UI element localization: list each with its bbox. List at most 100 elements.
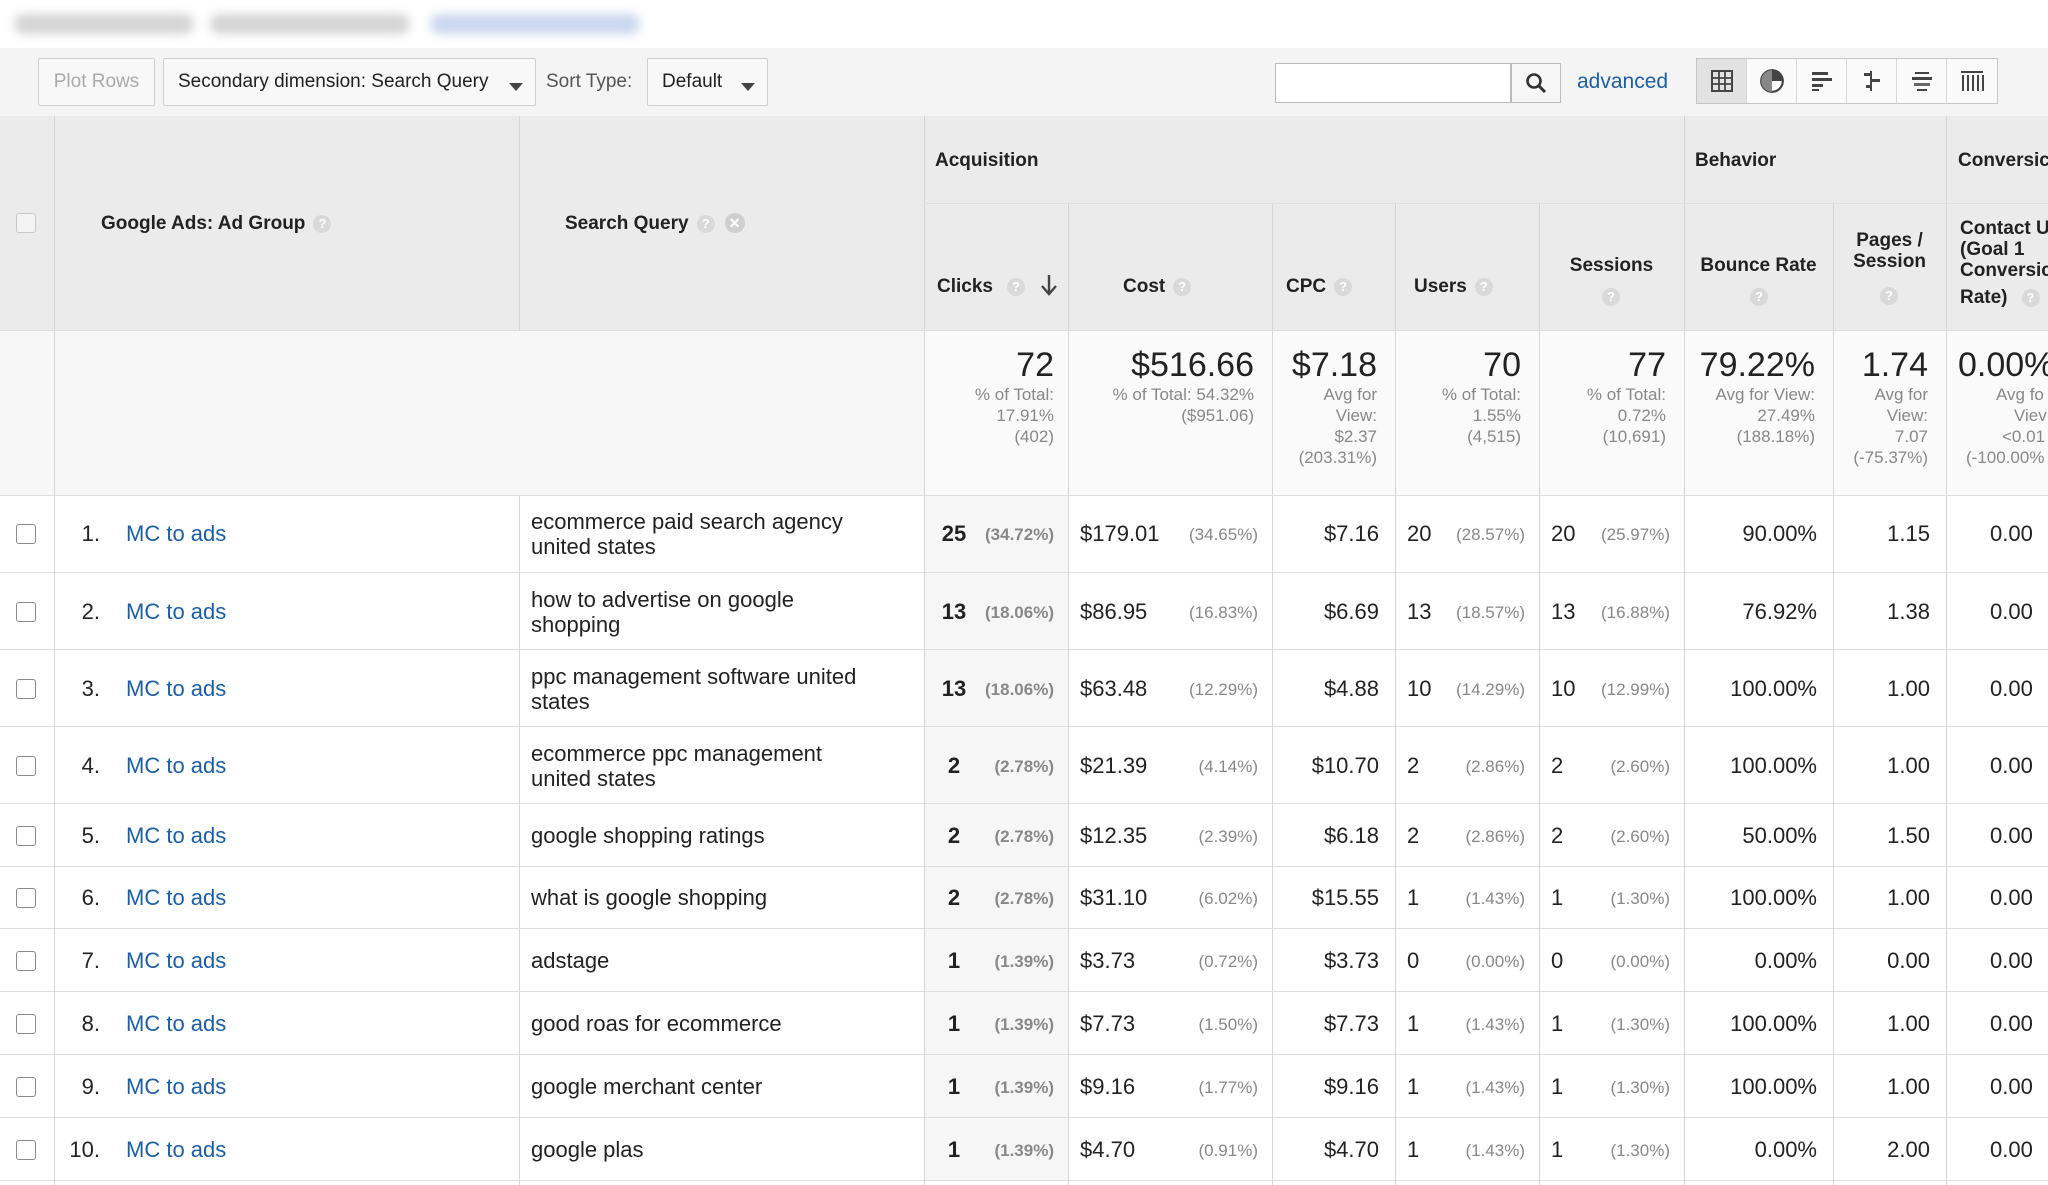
help-icon[interactable]: ? (1006, 277, 1025, 296)
help-icon[interactable]: ? (1750, 288, 1768, 306)
header-ad-group[interactable]: Google Ads: Ad Group? (54, 116, 519, 330)
metric-value: 0.00% (1754, 948, 1817, 973)
plot-rows-button[interactable]: Plot Rows (38, 58, 155, 106)
metric-value: 100.00% (1730, 885, 1817, 910)
search-query-line: how to advertise on google (531, 587, 794, 612)
sort-type-label: Sort Type: (546, 71, 633, 92)
row-checkbox[interactable] (16, 1014, 36, 1034)
row-checkbox[interactable] (16, 524, 36, 544)
row-checkbox[interactable] (16, 1077, 36, 1097)
metric-value: 1 (1407, 1074, 1420, 1099)
metric-value: 13 (1551, 599, 1576, 624)
row-checkbox[interactable] (16, 679, 36, 699)
metric-value: 0.00 (1990, 521, 2033, 546)
header-bounce-rate[interactable]: Bounce Rate ? (1684, 203, 1833, 330)
help-icon[interactable]: ? (696, 214, 715, 233)
metric-cell-conv: 0.00 (1946, 727, 2048, 804)
help-icon[interactable]: ? (1880, 287, 1898, 305)
sort-type-dropdown[interactable]: Default (647, 58, 768, 106)
performance-view-button[interactable] (1797, 59, 1847, 103)
sort-descending-icon[interactable] (1040, 273, 1058, 297)
metric-cell-users: 0 (0.00%) (1395, 929, 1539, 992)
help-icon[interactable]: ? (1334, 277, 1353, 296)
secondary-dimension-dropdown[interactable]: Secondary dimension: Search Query (163, 58, 536, 106)
ad-group-link[interactable]: MC to ads (126, 1137, 227, 1162)
metric-value: 13 (941, 599, 967, 624)
row-checkbox[interactable] (16, 602, 36, 622)
search-button[interactable] (1511, 63, 1561, 103)
metric-cell-cost: $21.39 (4.14%) (1068, 727, 1272, 804)
header-cost[interactable]: Cost? (1068, 203, 1272, 330)
ad-group-link[interactable]: MC to ads (126, 599, 227, 624)
metric-value: 10 (1407, 676, 1432, 701)
search-query-line: states (531, 689, 590, 714)
header-users[interactable]: Users? (1395, 203, 1539, 330)
row-checkbox[interactable] (16, 1140, 36, 1160)
help-icon[interactable]: ? (1602, 288, 1620, 306)
select-all-checkbox[interactable] (16, 213, 36, 233)
metric-percent: (2.78%) (994, 889, 1054, 908)
metric-cell-conv: 0.00 (1946, 1118, 2048, 1181)
help-icon[interactable]: ? (313, 214, 332, 233)
ad-group-link[interactable]: MC to ads (126, 948, 227, 973)
row-checkbox[interactable] (16, 826, 36, 846)
metric-value: 13 (1407, 599, 1432, 624)
totals-sessions: 77 % of Total: 0.72% (10,691) (1539, 330, 1684, 495)
help-icon[interactable]: ? (1474, 277, 1493, 296)
blurred-breadcrumb (14, 14, 194, 34)
pivot-view-button[interactable] (1947, 59, 1997, 103)
help-icon[interactable]: ? (1173, 277, 1192, 296)
metric-value: 1 (947, 1011, 961, 1036)
metric-value: 1 (1407, 885, 1420, 910)
view-switcher (1696, 58, 1998, 104)
header-sessions[interactable]: Sessions ? (1539, 203, 1684, 330)
pivot-table-icon (1961, 71, 1984, 91)
row-checkbox[interactable] (16, 756, 36, 776)
metric-value: 0 (1407, 948, 1420, 973)
table-search-input[interactable] (1275, 63, 1511, 103)
table-view-button[interactable] (1697, 59, 1747, 103)
metric-value: $86.95 (1080, 599, 1148, 624)
header-cpc[interactable]: CPC? (1272, 203, 1395, 330)
header-pages-session[interactable]: Pages / Session ? (1833, 203, 1946, 330)
header-clicks[interactable]: Clicks? (924, 203, 1068, 330)
ad-group-link[interactable]: MC to ads (126, 521, 227, 546)
metric-percent: (28.57%) (1456, 525, 1525, 544)
search-query-line: what is google shopping (531, 885, 768, 910)
row-checkbox[interactable] (16, 888, 36, 908)
ad-group-link[interactable]: MC to ads (126, 1011, 227, 1036)
table-row: 4. MC to ads ecommerce ppc management unite… (0, 727, 2048, 804)
advanced-filter-link[interactable]: advanced (1577, 70, 1669, 93)
metric-cell-sessions: 2 (2.60%) (1539, 727, 1684, 804)
row-checkbox[interactable] (16, 951, 36, 971)
metric-value: 0 (1551, 948, 1564, 973)
ad-group-link[interactable]: MC to ads (126, 823, 227, 848)
search-query-line: ecommerce paid search agency (531, 509, 843, 534)
metric-value: $7.73 (1080, 1011, 1136, 1036)
metric-value: 1 (947, 948, 961, 973)
row-index: 9. (81, 1074, 100, 1099)
header-group-acquisition: Acquisition (924, 116, 1684, 203)
comparison-view-button[interactable] (1847, 59, 1897, 103)
ad-group-link[interactable]: MC to ads (126, 1074, 227, 1099)
metric-cell-bounce: 50.00% (1684, 804, 1833, 867)
search-query-cell: ppc management software united states (531, 664, 856, 714)
ad-group-link[interactable]: MC to ads (126, 676, 227, 701)
metric-cell-conv: 0.00 (1946, 1055, 2048, 1118)
secondary-dimension-label: Secondary dimension: Search Query (178, 71, 489, 92)
totals-cpc: $7.18 Avg for View: $2.37 (203.31%) (1272, 330, 1395, 495)
remove-dimension-icon[interactable]: ✕ (724, 213, 745, 233)
term-cloud-view-button[interactable] (1897, 59, 1947, 103)
metric-cell-pages: 1.38 (1833, 573, 1946, 650)
metric-value: $3.73 (1080, 948, 1136, 973)
help-icon[interactable]: ? (2021, 288, 2040, 307)
metric-value: $9.16 (1080, 1074, 1136, 1099)
header-contact-goal[interactable]: Contact U (Goal 1 Conversic Rate)? (1946, 203, 2048, 330)
pie-view-button[interactable] (1747, 59, 1797, 103)
ad-group-link[interactable]: MC to ads (126, 885, 227, 910)
header-search-query[interactable]: Search Query? ✕ (519, 116, 924, 330)
ad-group-link[interactable]: MC to ads (126, 753, 227, 778)
metric-cell-sessions: 1 (1.30%) (1539, 867, 1684, 929)
metric-percent: (2.86%) (1465, 827, 1525, 846)
metric-percent: (12.99%) (1601, 680, 1670, 699)
